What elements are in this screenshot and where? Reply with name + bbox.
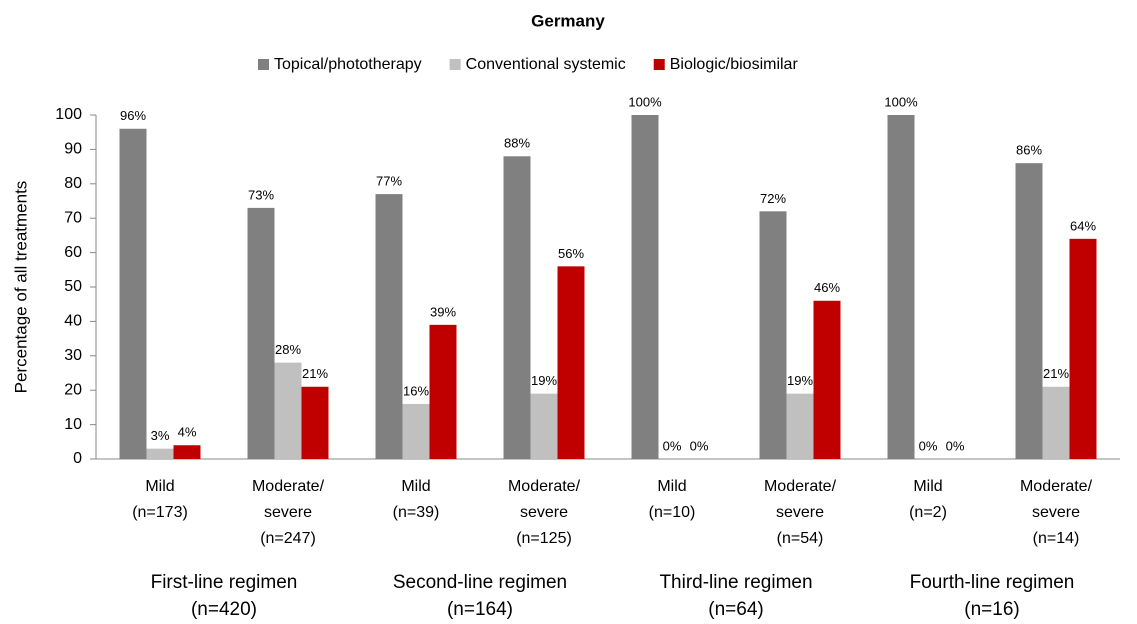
- chart-title: Germany: [531, 11, 605, 30]
- bar: [429, 324, 457, 459]
- bar: [173, 445, 201, 459]
- bar: [301, 386, 329, 459]
- x-tick-label: severe: [776, 504, 824, 521]
- y-axis-label: Percentage of all treatments: [11, 181, 30, 394]
- bar: [813, 300, 841, 459]
- group-label: (n=16): [964, 599, 1019, 620]
- group-label: Second-line regimen: [393, 572, 567, 593]
- value-label: 100%: [628, 94, 662, 109]
- x-tick-label: Moderate/: [508, 478, 581, 495]
- legend-label: Conventional systemic: [466, 56, 626, 73]
- value-label: 0%: [919, 438, 938, 453]
- x-tick-label: (n=125): [516, 530, 572, 547]
- value-label: 0%: [690, 438, 709, 453]
- value-label: 46%: [814, 280, 840, 295]
- bar: [1042, 386, 1070, 459]
- value-label: 73%: [248, 187, 274, 202]
- bar: [557, 266, 585, 459]
- y-tick-label: 90: [64, 141, 82, 158]
- bar: [530, 393, 558, 459]
- y-tick-label: 70: [64, 209, 82, 226]
- x-tick-label: Moderate/: [252, 478, 325, 495]
- value-label: 0%: [663, 438, 682, 453]
- bar: [786, 393, 814, 459]
- group-label: (n=420): [191, 599, 257, 620]
- value-label: 56%: [558, 246, 584, 261]
- value-label: 19%: [531, 373, 557, 388]
- value-label: 19%: [787, 373, 813, 388]
- x-tick-label: Mild: [145, 478, 174, 495]
- bar: [146, 448, 174, 459]
- value-label: 72%: [760, 191, 786, 206]
- y-tick-label: 100: [55, 106, 82, 123]
- bar: [1069, 238, 1097, 459]
- value-label: 21%: [302, 366, 328, 381]
- x-tick-label: (n=54): [777, 530, 824, 547]
- y-tick-label: 60: [64, 244, 82, 261]
- x-tick-label: severe: [264, 504, 312, 521]
- x-tick-label: (n=247): [260, 530, 316, 547]
- x-tick-label: Mild: [401, 478, 430, 495]
- value-label: 86%: [1016, 143, 1042, 158]
- bar: [375, 194, 403, 459]
- x-tick-label: severe: [1032, 504, 1080, 521]
- bar: [887, 115, 915, 459]
- x-tick-label: (n=173): [132, 504, 188, 521]
- value-label: 3%: [151, 428, 170, 443]
- group-label: Third-line regimen: [659, 572, 812, 593]
- bar: [631, 115, 659, 459]
- value-label: 88%: [504, 136, 530, 151]
- value-label: 4%: [178, 425, 197, 440]
- value-label: 16%: [403, 383, 429, 398]
- y-tick-label: 0: [73, 450, 82, 467]
- group-label: Fourth-line regimen: [910, 572, 1075, 593]
- bar: [274, 362, 302, 459]
- value-label: 100%: [884, 94, 918, 109]
- y-tick-label: 50: [64, 278, 82, 295]
- bar: [402, 403, 430, 459]
- value-label: 77%: [376, 174, 402, 189]
- x-tick-label: (n=14): [1033, 530, 1080, 547]
- x-tick-label: Mild: [913, 478, 942, 495]
- x-tick-label: (n=2): [909, 504, 947, 521]
- bar: [503, 156, 531, 459]
- value-label: 64%: [1070, 218, 1096, 233]
- x-tick-label: severe: [520, 504, 568, 521]
- group-label: (n=164): [447, 599, 513, 620]
- y-tick-label: 20: [64, 381, 82, 398]
- value-label: 96%: [120, 108, 146, 123]
- bar: [759, 211, 787, 459]
- y-tick-label: 10: [64, 416, 82, 433]
- y-tick-label: 30: [64, 347, 82, 364]
- value-label: 28%: [275, 342, 301, 357]
- bar: [1015, 163, 1043, 459]
- x-tick-label: Mild: [657, 478, 686, 495]
- x-tick-label: Moderate/: [764, 478, 837, 495]
- legend-label: Topical/phototherapy: [274, 56, 422, 73]
- value-label: 0%: [946, 438, 965, 453]
- legend-label: Biologic/biosimilar: [670, 56, 799, 73]
- bar: [247, 207, 275, 459]
- legend-swatch: [449, 59, 461, 70]
- y-tick-label: 80: [64, 175, 82, 192]
- value-label: 21%: [1043, 366, 1069, 381]
- x-tick-label: Moderate/: [1020, 478, 1093, 495]
- bar: [119, 128, 147, 459]
- x-tick-label: (n=39): [393, 504, 440, 521]
- y-tick-label: 40: [64, 313, 82, 330]
- group-label: (n=64): [708, 599, 763, 620]
- group-label: First-line regimen: [151, 572, 298, 593]
- legend-swatch: [653, 59, 665, 70]
- legend-swatch: [258, 59, 269, 70]
- value-label: 39%: [430, 304, 456, 319]
- x-tick-label: (n=10): [649, 504, 696, 521]
